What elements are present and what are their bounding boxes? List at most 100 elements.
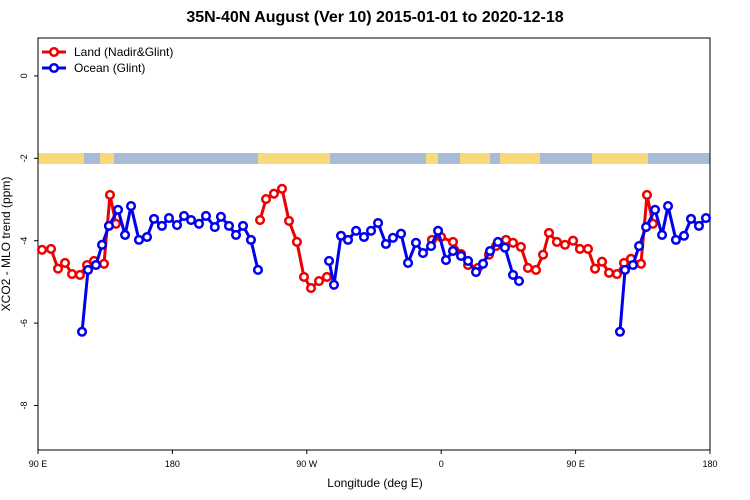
point [193,218,205,229]
point [380,238,391,250]
point [104,189,116,201]
point [410,237,422,248]
x-tick-label: 180 [702,459,717,469]
point [171,219,183,231]
point [425,241,437,252]
point [507,269,519,280]
point [178,210,190,222]
point [328,279,340,290]
x-tick-label: 0 [439,459,444,469]
legend-label: Land (Nadir&Glint) [74,45,173,59]
point [440,255,452,266]
point [627,259,638,271]
y-tick-label: -4 [19,237,29,245]
point [365,225,377,236]
point [298,271,310,283]
chart-title: 35N-40N August (Ver 10) 2015-01-01 to 20… [186,9,563,26]
point [470,266,482,278]
point [515,241,526,252]
legend-label: Ocean (Glint) [74,61,145,75]
point [125,201,137,212]
point [574,243,585,254]
point [484,245,496,257]
point [589,263,601,274]
point [148,213,160,224]
point [77,326,88,337]
point [98,258,110,269]
point [507,237,519,248]
point [230,229,242,240]
point [133,234,144,245]
point [395,228,407,239]
point [209,222,220,233]
y-axis-label: XCO2 - MLO trend (ppm) [0,177,13,312]
legend-marker [48,62,60,74]
point [611,269,623,280]
point [112,204,124,215]
y-tick-label: -2 [19,154,29,162]
point [156,220,167,231]
point [604,267,615,278]
point [45,243,57,254]
point [387,232,399,243]
point [36,244,48,255]
point [417,248,429,259]
point [641,189,653,201]
point [499,242,511,253]
x-tick-label: 90 E [566,459,585,469]
x-tick-label: 90 W [296,459,318,469]
point [342,234,354,245]
point [82,264,94,276]
point [685,213,697,224]
point [66,269,78,280]
point [268,188,279,199]
point [543,227,555,238]
x-tick-label: 180 [165,459,180,469]
point [59,257,71,269]
point [559,239,571,250]
point [634,241,645,252]
point [700,212,712,224]
point [433,225,444,236]
point [582,243,594,254]
y-tick-label: -6 [19,319,29,327]
y-tick-label: 0 [19,73,29,78]
point [635,258,647,269]
land-mask-strip [38,153,710,164]
point [657,229,668,240]
point [614,326,626,337]
point [358,231,370,243]
point [662,201,674,212]
point [186,215,197,226]
point [477,258,489,269]
point [351,225,362,236]
point [97,239,108,250]
point [619,264,631,276]
point [215,211,226,222]
point [463,255,474,266]
point [447,245,459,257]
point [74,269,86,280]
point [276,183,288,194]
point [200,210,212,222]
point [291,236,302,247]
point [305,283,317,294]
point [447,236,459,247]
point [163,212,175,224]
point [641,222,652,233]
point [321,271,333,283]
point [335,230,347,241]
point [568,235,579,246]
point [260,194,272,205]
point [537,249,549,260]
point [120,229,131,240]
point [513,276,525,287]
point [255,215,266,226]
point [551,236,562,247]
point [372,217,384,229]
point [649,204,661,215]
point [283,215,295,226]
point [492,236,503,247]
plot-frame [37,37,711,451]
